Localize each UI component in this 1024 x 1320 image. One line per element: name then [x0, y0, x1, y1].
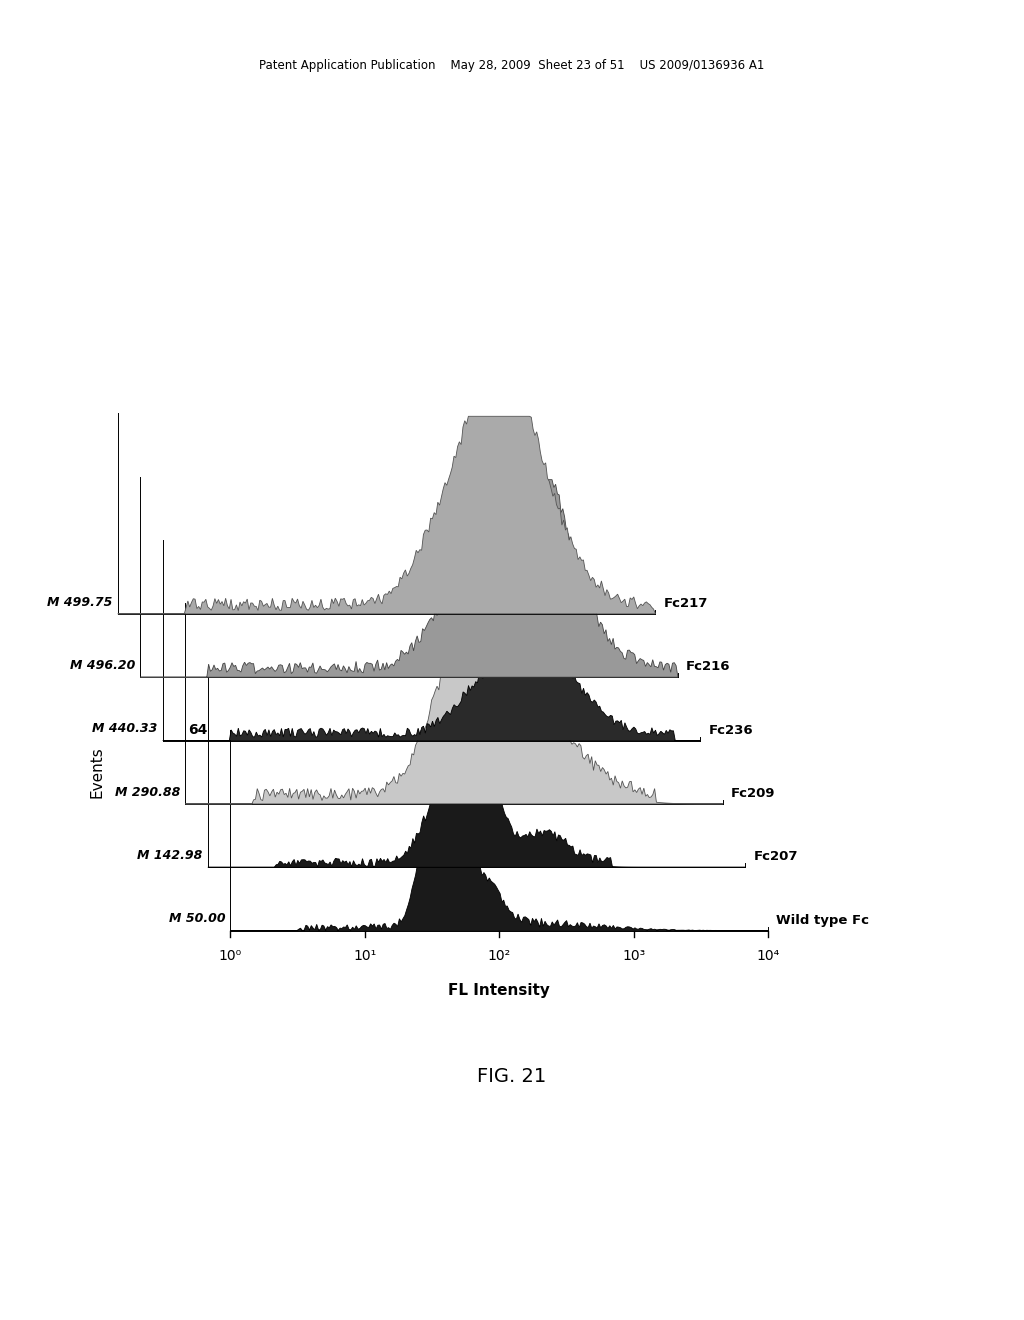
Text: Fc216: Fc216: [686, 660, 730, 673]
Text: M 142.98: M 142.98: [137, 849, 203, 862]
Text: M 499.75: M 499.75: [47, 595, 113, 609]
Text: M 496.20: M 496.20: [70, 659, 135, 672]
Text: M 440.33: M 440.33: [92, 722, 158, 735]
Text: FIG. 21: FIG. 21: [477, 1067, 547, 1085]
Polygon shape: [208, 756, 745, 867]
Polygon shape: [118, 416, 655, 614]
Text: 10³: 10³: [622, 949, 645, 964]
Polygon shape: [230, 789, 768, 931]
Text: Fc207: Fc207: [754, 850, 798, 863]
Text: M 290.88: M 290.88: [115, 785, 180, 799]
Text: Wild type Fc: Wild type Fc: [776, 913, 869, 927]
Text: FL Intensity: FL Intensity: [449, 983, 550, 998]
Text: 10¹: 10¹: [353, 949, 377, 964]
Text: Fc217: Fc217: [664, 597, 708, 610]
Text: 64: 64: [188, 723, 208, 737]
Text: Fc236: Fc236: [709, 723, 754, 737]
Text: 10²: 10²: [487, 949, 511, 964]
Polygon shape: [140, 479, 678, 677]
Text: 10⁴: 10⁴: [757, 949, 779, 964]
Text: M 50.00: M 50.00: [169, 912, 225, 925]
Text: Fc209: Fc209: [731, 787, 775, 800]
Polygon shape: [163, 603, 700, 741]
Text: Events: Events: [90, 746, 104, 799]
Polygon shape: [185, 606, 723, 804]
Text: 10⁰: 10⁰: [219, 949, 242, 964]
Text: Patent Application Publication    May 28, 2009  Sheet 23 of 51    US 2009/013693: Patent Application Publication May 28, 2…: [259, 59, 765, 73]
